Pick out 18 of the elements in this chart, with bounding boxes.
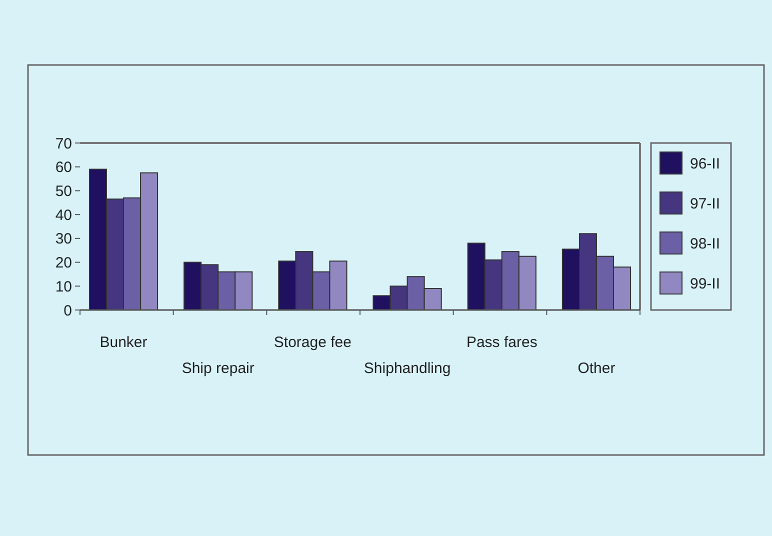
legend-label: 97-II xyxy=(690,195,720,212)
legend-label: 98-II xyxy=(690,235,720,252)
legend-label: 99-II xyxy=(690,275,720,292)
x-tick-label: Pass fares xyxy=(466,334,538,351)
x-tick-label: Other xyxy=(578,360,616,377)
y-tick-label: 40 xyxy=(55,206,72,224)
x-tick-label: Bunker xyxy=(100,334,148,351)
y-tick-label: 0 xyxy=(64,302,72,320)
y-tick-label: 20 xyxy=(55,254,72,272)
x-tick-label: Shiphandling xyxy=(364,360,451,377)
x-tick-label: Storage fee xyxy=(274,334,352,351)
x-tick-label: Ship repair xyxy=(182,360,254,377)
y-tick-label: 60 xyxy=(55,159,72,176)
y-tick-label: 70 xyxy=(55,135,72,152)
legend-label: 96-II xyxy=(690,155,720,172)
y-tick-label: 30 xyxy=(55,230,72,248)
y-tick-label: 50 xyxy=(55,182,72,200)
y-tick-label: 10 xyxy=(55,278,72,296)
